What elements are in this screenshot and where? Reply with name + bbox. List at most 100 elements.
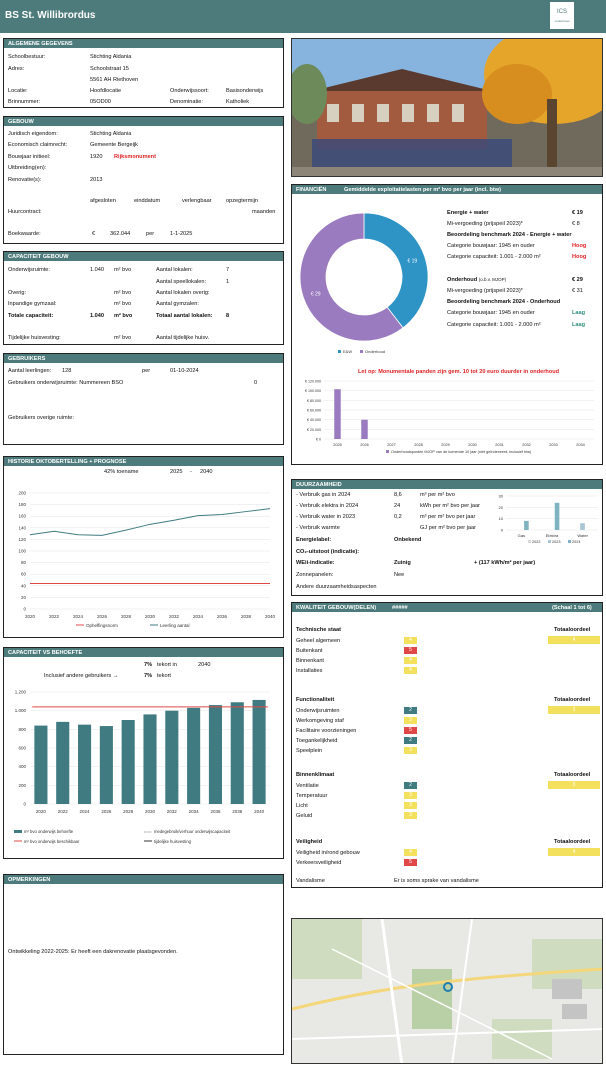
x-tick-label: 2022 [49,614,60,619]
legend-label: 2023 [552,540,560,544]
kwaliteit-item-label: Geheel algemeen [296,638,341,644]
verbruik-bar-chart: 0 10 20 30 Gas Elektra Water 2022 2023 2024 [499,494,598,544]
section-title: Opmerkingen [4,875,283,884]
donut-slice-ew [363,212,429,329]
x-tick-label: 2024 [80,809,91,814]
y-tick-label: € 80.000 [307,399,321,403]
y-tick-label: 80 [21,560,27,565]
x-tick-label: 2026 [97,614,108,619]
kwaliteit-item-label: Speelplein [296,748,323,754]
verbruik-bar [580,523,585,530]
x-tick-label: 2024 [73,614,84,619]
behoefte-bar [208,705,222,804]
series-line-leerling-aantal [29,508,271,536]
mjop-bar [361,419,368,439]
page-title: BS St. Willibrordus [5,10,96,21]
donut-slice-onderhoud [299,212,404,342]
totaaloordeel-score: 4 [548,636,600,644]
behoefte-bar [56,721,70,804]
kwaliteit-item-label: Veiligheid in/rond gebouw [296,850,360,856]
y-tick-label: € 20.000 [307,428,321,432]
behoefte-bar [187,707,201,804]
kwaliteit-score-badge: 3 [404,812,417,819]
y-tick-label: 1.200 [15,690,27,695]
verbruik-bar [524,520,529,530]
section-title: Kwaliteit gebouw(delen) ##### (Schaal 1 to… [292,603,602,612]
y-tick-label: 40 [21,583,27,588]
x-tick-label: 2031 [495,443,503,447]
kwaliteit-score-badge: 2 [404,707,417,714]
kwaliteit-item-label: Facilitaire voorzieningen [296,728,357,734]
x-tick-label: 2032 [169,614,180,619]
gebouw-panel: Gebouw Juridisch eigendom: Stichting Ald… [3,116,284,244]
totaaloordeel-label: Totaaloordeel [554,839,591,845]
behoefte-bar [252,699,266,804]
x-tick-label: 2038 [232,809,243,814]
x-tick-label: 2036 [217,614,228,619]
location-map [291,918,603,1064]
legend-swatch [548,540,551,543]
y-tick-label: 200 [18,783,26,788]
totaaloordeel-score: 3 [548,706,600,714]
kwaliteit-score-badge: 5 [404,647,417,654]
x-tick-label: 2033 [549,443,557,447]
y-tick-label: 600 [18,746,26,751]
behoefte-bar [78,724,92,804]
kwaliteit-item-label: Verkeersveiligheid [296,860,342,866]
kwaliteit-panel: Kwaliteit gebouw(delen) ##### (Schaal 1 to… [291,602,603,888]
kwaliteit-item-label: Buitenkant [296,648,323,654]
capaciteit-panel: Capaciteit gebouw Onderwijsruimte: 1.040… [3,251,284,345]
y-tick-label: € 60.000 [307,409,321,413]
x-tick-label: Gas [518,533,525,538]
behoefte-bar [165,710,179,804]
algemeen-panel: Algemene gegevens Schoolbestuur: Stichti… [3,38,284,108]
x-tick-label: Water [577,533,588,538]
kwaliteit-score-badge: 2 [404,782,417,789]
y-tick-label: 1.000 [15,708,27,713]
gebruikers-panel: Gebruikers Aantal leerlingen: 128 per 01… [3,353,284,445]
legend-label: m² bvo onderwijs behoefte [24,829,74,834]
x-tick-label: 2040 [265,614,276,619]
section-title: Gebruikers [4,354,283,363]
x-tick-label: 2025 [333,443,341,447]
x-tick-label: Elektra [546,533,559,538]
kwaliteit-score-badge: 3 [404,747,417,754]
x-tick-label: 2034 [189,809,200,814]
y-tick-label: 0 [23,802,26,807]
section-title: Financiën Gemiddelde exploitatielasten pe… [292,185,602,194]
kwaliteit-group-title: Functionaliteit [296,697,335,703]
y-tick-label: € 120.000 [305,380,321,384]
y-tick-label: 800 [18,727,26,732]
legend-label: m² bvo onderwijs beschikbaar [24,839,80,844]
y-tick-label: 20 [21,595,27,600]
kwaliteit-group-title: Binnenklimaat [296,772,335,778]
y-tick-label: € 0 [316,438,321,442]
x-tick-label: 2029 [441,443,449,447]
x-tick-label: 2030 [145,614,156,619]
kwaliteit-score-badge: 5 [404,727,417,734]
legend-label: tijdelijke huisvesting [154,839,192,844]
x-tick-label: 2034 [576,443,584,447]
legend-swatch [568,540,571,543]
behoefte-bar [34,725,48,804]
capvsbe-panel: Capaciteit vs behoefte 7% tekort in 2040… [3,647,284,859]
totaaloordeel-score: 4 [548,848,600,856]
kwaliteit-score-badge: 2 [404,737,417,744]
mjop-bar [334,389,341,439]
legend-swatch [386,450,389,453]
opmerkingen-panel: Opmerkingen Ontwikkeling 2022-2025: Er h… [3,874,284,1055]
x-tick-label: 2034 [193,614,204,619]
legend-label: Onderhoud [365,349,385,354]
legend-swatch [360,350,363,353]
behoefte-bar [121,720,135,804]
monument-note: Let op: Monumentale panden zijn gem. 10 … [358,369,560,375]
donut-label: € 29 [311,291,321,297]
duurzaamheid-panel: Duurzaamheid - Verbruik gas in 2024 8,6 … [291,479,603,596]
y-tick-label: € 40.000 [307,418,321,422]
x-tick-label: 2022 [58,809,69,814]
y-tick-label: 180 [18,502,26,507]
kwaliteit-score-badge: 3 [404,717,417,724]
y-tick-label: 60 [21,572,27,577]
kwaliteit-item-label: Binnenkant [296,658,324,664]
legend-label: 2022 [532,540,540,544]
